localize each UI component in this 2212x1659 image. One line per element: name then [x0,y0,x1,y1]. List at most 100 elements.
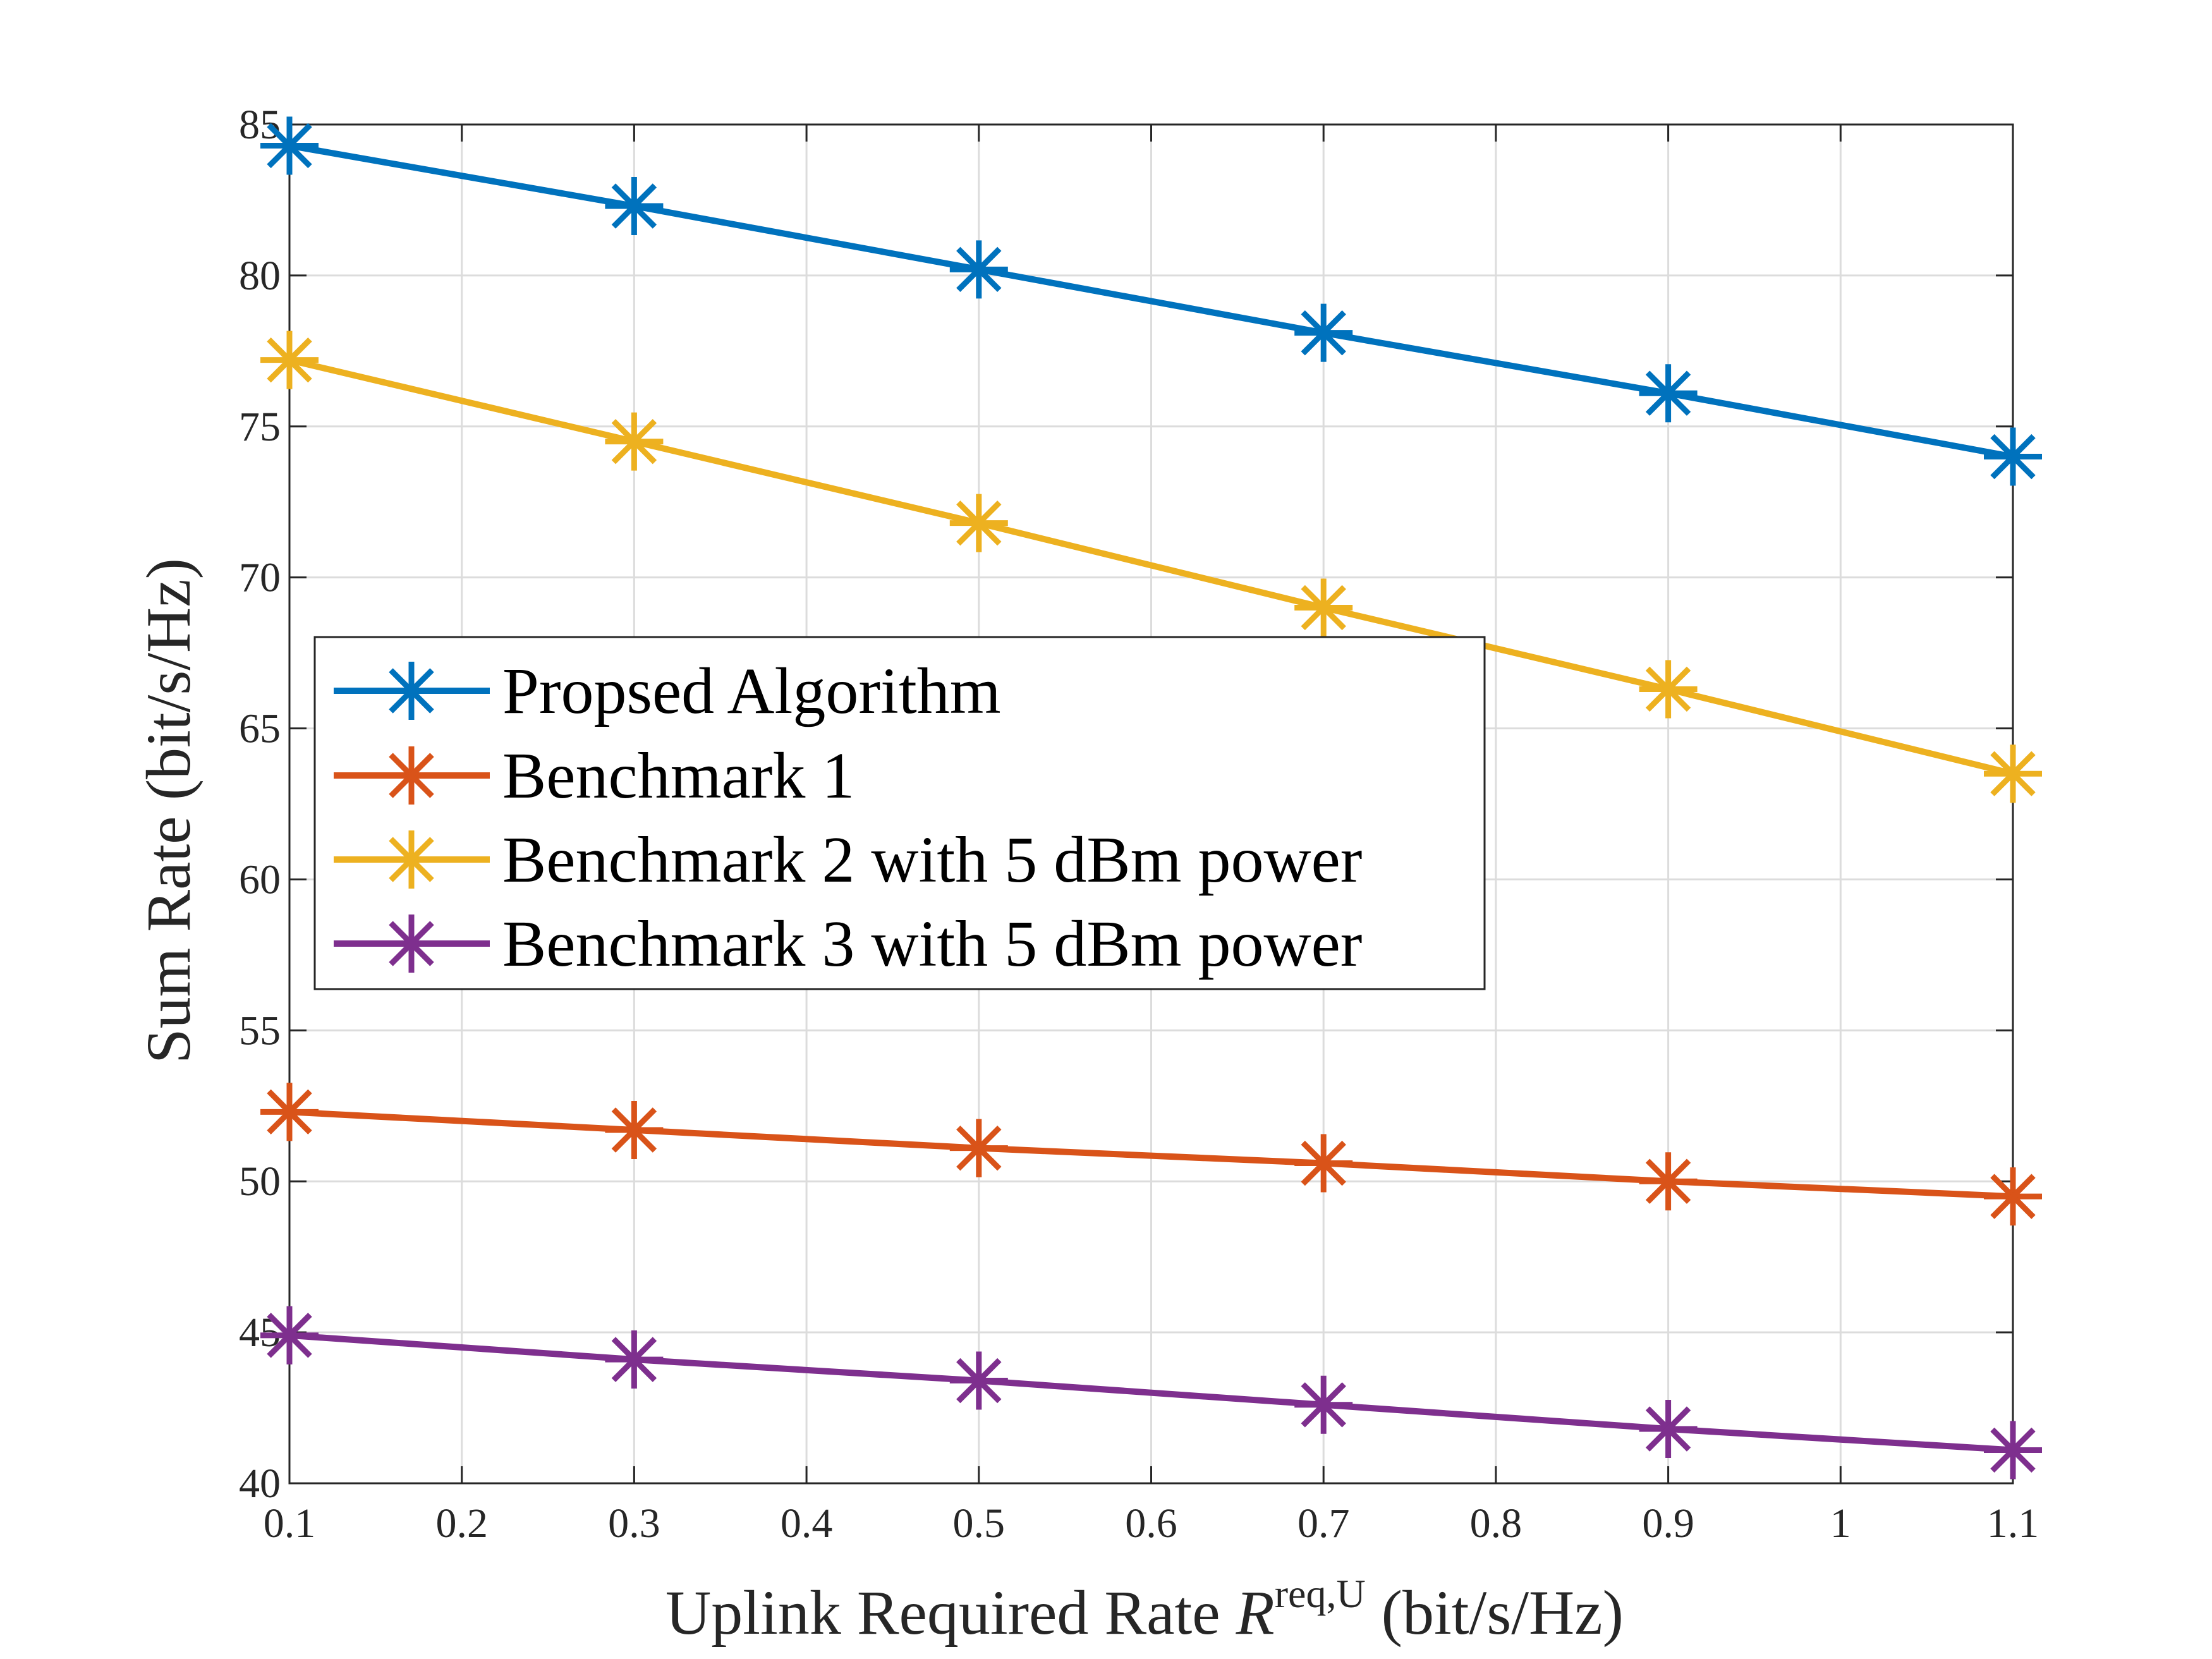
x-tick-label: 0.8 [1470,1500,1522,1547]
legend-label: Benchmark 2 with 5 dBm power [502,823,1362,896]
marker-stroke [956,1358,1002,1404]
x-tick-label: 0.9 [1642,1500,1694,1547]
marker-stroke [1645,370,1691,416]
marker-stroke [1301,310,1346,356]
y-tick-label: 60 [239,856,281,902]
marker-stroke [1645,1158,1691,1204]
marker-stroke [267,1089,312,1135]
data-point-marker [949,494,1008,552]
legend-marker [382,746,441,805]
y-axis-label: Sum Rate (bit/s/Hz) [133,558,204,1064]
marker-stroke [1301,585,1346,631]
data-point-marker [260,1306,319,1364]
marker-stroke [1990,434,2036,480]
marker-stroke [389,753,434,798]
marker-stroke [267,123,312,169]
x-tick-label: 0.5 [953,1500,1006,1547]
legend-marker [382,662,441,720]
legend-marker [382,830,441,889]
x-axis-label: Uplink Required Rate Rreq,U (bit/s/Hz) [665,1571,1624,1648]
data-point-marker [1984,1167,2042,1226]
marker-stroke [1990,751,2036,796]
data-point-marker [1294,303,1353,362]
series-layer [260,116,2042,1480]
x-tick-label: 0.1 [264,1500,316,1547]
data-point-marker [949,240,1008,299]
data-point-marker [949,1119,1008,1177]
marker-stroke [611,418,657,465]
legend: Propsed Algorithm Benchmark 1 Benchmark 2 … [313,636,1486,990]
legend-label: Propsed Algorithm [502,655,1001,727]
data-point-marker [1984,1421,2042,1480]
series-line [288,356,2014,777]
y-tick-label: 75 [239,404,281,450]
legend-item: Benchmark 1 [334,739,854,812]
data-point-marker [1984,427,2042,486]
y-tick-label: 40 [239,1461,281,1507]
marker-stroke [611,1337,657,1382]
legend-marker [382,915,441,973]
legend-item: Benchmark 2 with 5 dBm power [334,823,1362,896]
data-point-marker [605,1330,664,1389]
marker-stroke [956,1125,1002,1171]
y-tick-label: 70 [239,555,281,601]
marker-stroke [389,921,434,966]
marker-stroke [1645,666,1691,712]
x-tick-label: 1.1 [1987,1500,2039,1547]
marker-stroke [267,337,312,383]
marker-stroke [611,183,657,229]
marker-stroke [1301,1382,1346,1428]
data-point-marker [605,1101,664,1159]
x-tick-label: 1 [1830,1500,1851,1547]
x-tick-label: 0.4 [781,1500,833,1547]
data-point-marker [605,177,664,235]
legend-item: Benchmark 3 with 5 dBm power [334,908,1362,980]
x-tick-label: 0.3 [608,1500,660,1547]
marker-stroke [611,1107,657,1153]
data-point-marker [1639,660,1698,719]
data-point-marker [1294,578,1353,637]
y-tick-label: 50 [239,1158,281,1205]
legend-item: Propsed Algorithm [334,655,1001,727]
data-point-marker [1294,1134,1353,1193]
marker-stroke [1990,1174,2036,1219]
marker-stroke [956,246,1002,293]
series-2 [260,1083,2042,1226]
marker-stroke [956,500,1002,546]
series-line [289,1332,2014,1454]
x-tick-label: 0.7 [1297,1500,1350,1547]
y-tick-label: 65 [239,706,281,752]
data-point-marker [1639,1152,1698,1211]
series-line [289,1109,2014,1200]
data-point-marker [260,331,319,389]
x-tick-label: 0.6 [1125,1500,1177,1547]
series-line [289,142,2014,460]
x-tick-label: 0.2 [435,1500,488,1547]
marker-stroke [1990,1427,2036,1473]
data-point-marker [1984,744,2042,803]
marker-stroke [389,668,434,714]
data-point-marker [605,412,664,471]
series-4 [260,1306,2042,1480]
series-3 [260,331,2042,803]
data-point-marker [1639,364,1698,423]
marker-stroke [1301,1140,1346,1186]
y-tick-label: 80 [239,253,281,299]
data-point-marker [949,1351,1008,1410]
legend-label: Benchmark 3 with 5 dBm power [502,908,1362,980]
data-point-marker [260,116,319,175]
y-tick-label: 55 [239,1007,281,1054]
marker-stroke [267,1313,312,1358]
series-1 [260,116,2042,486]
data-point-marker [1639,1400,1698,1458]
data-point-marker [1294,1375,1353,1434]
y-tick-label: 85 [239,102,281,148]
x-axis-ticks: 0.1 0.2 0.3 0.4 0.5 0.6 0.7 0.8 0.9 1 1.1 [264,125,2039,1547]
marker-stroke [1645,1406,1691,1452]
legend-box [313,636,1486,990]
legend-label: Benchmark 1 [502,739,854,812]
data-point-marker [260,1083,319,1141]
marker-stroke [389,837,434,882]
